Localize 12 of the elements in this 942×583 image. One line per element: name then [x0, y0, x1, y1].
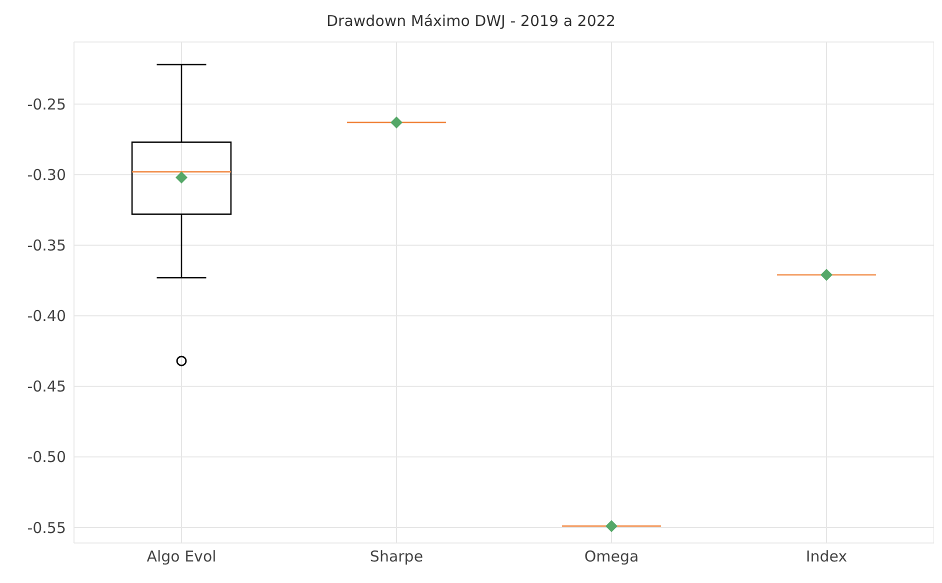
- y-tick-label: -0.55: [27, 518, 66, 537]
- x-tick-label: Algo Evol: [146, 548, 216, 566]
- y-tick-label: -0.45: [27, 378, 66, 396]
- y-tick-label: -0.50: [27, 448, 66, 466]
- y-tick-label: -0.30: [27, 166, 66, 184]
- y-tick-label: -0.25: [27, 95, 66, 114]
- y-tick-label: -0.35: [27, 236, 66, 255]
- y-tick-label: -0.40: [27, 307, 66, 326]
- chart-title: Drawdown Máximo DWJ - 2019 a 2022: [326, 11, 616, 32]
- x-tick-label: Omega: [584, 548, 639, 566]
- x-tick-label: Index: [806, 548, 848, 566]
- x-tick-label: Sharpe: [370, 548, 424, 566]
